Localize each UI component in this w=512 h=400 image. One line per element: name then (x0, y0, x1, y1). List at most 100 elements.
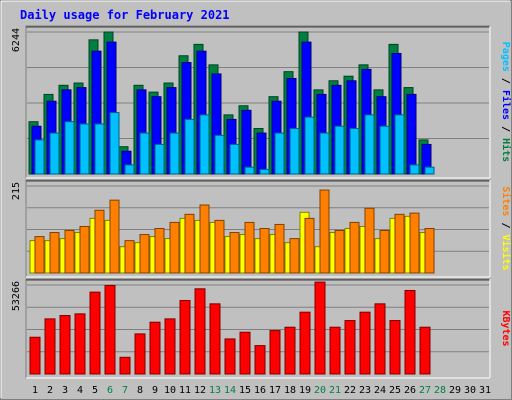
bar-sites-day-3 (64, 230, 75, 274)
bar-sites-day-9 (154, 227, 165, 274)
x-tick-label-day-1: 1 (32, 385, 38, 396)
x-tick-label-day-12: 12 (194, 385, 206, 396)
bar-sites-day-7 (124, 240, 135, 274)
bar-kbytes-day-8 (134, 333, 146, 375)
bar-pages-day-3 (64, 121, 75, 175)
bar-pages-day-19 (304, 116, 315, 175)
legend-entry-sites: Sites (500, 186, 512, 216)
x-tick-label-day-21: 21 (329, 385, 341, 396)
bar-sites-day-6 (109, 199, 120, 274)
bar-sites-day-2 (49, 232, 60, 274)
x-tick-label-day-7: 7 (122, 385, 128, 396)
bar-sites-day-26 (409, 212, 420, 274)
bar-kbytes-day-1 (29, 336, 41, 375)
x-tick-label-day-30: 30 (464, 385, 476, 396)
bar-pages-day-6 (109, 112, 120, 175)
x-tick-label-day-27: 27 (419, 385, 431, 396)
bar-sites-day-19 (304, 217, 315, 274)
bar-sites-day-24 (379, 230, 390, 274)
bar-sites-day-21 (334, 230, 345, 274)
bar-sites-day-17 (274, 223, 285, 274)
x-tick-label-day-11: 11 (179, 385, 191, 396)
bar-kbytes-day-16 (254, 345, 266, 375)
x-tick-label-day-23: 23 (359, 385, 371, 396)
x-tick-label-day-6: 6 (107, 385, 113, 396)
legend-entry-visits: Visits (500, 235, 512, 271)
bar-kbytes-day-7 (119, 356, 131, 375)
bar-sites-day-8 (139, 234, 150, 274)
x-tick-label-day-8: 8 (137, 385, 143, 396)
legend-entry-kbytes: KBytes (500, 310, 511, 346)
x-tick-label-day-2: 2 (47, 385, 53, 396)
y-max-label: 215 (11, 182, 22, 200)
bar-sites-day-27 (424, 227, 435, 274)
bar-kbytes-day-11 (179, 299, 191, 375)
bar-sites-day-11 (184, 213, 195, 274)
bar-kbytes-day-27 (419, 326, 431, 375)
panel-hits-files-pages: 6244 Pages / Files / Hits (11, 25, 512, 179)
x-tick-label-day-5: 5 (92, 385, 98, 396)
bar-kbytes-day-13 (209, 303, 221, 375)
bar-sites-day-14 (229, 232, 240, 274)
bar-sites-day-18 (289, 238, 300, 274)
x-tick-label-day-9: 9 (152, 385, 158, 396)
bar-files-day-16 (256, 132, 267, 175)
x-tick-label-day-16: 16 (254, 385, 266, 396)
bar-kbytes-day-24 (374, 303, 386, 375)
bar-pages-day-7 (124, 164, 135, 175)
x-tick-label-day-29: 29 (449, 385, 461, 396)
legend-entry-files: Files (500, 90, 512, 120)
x-tick-label-day-26: 26 (404, 385, 416, 396)
bar-kbytes-day-2 (44, 318, 56, 375)
bar-kbytes-day-14 (224, 338, 236, 375)
bar-pages-day-18 (289, 128, 300, 175)
bar-pages-day-10 (169, 132, 180, 175)
bar-kbytes-day-17 (269, 330, 281, 375)
x-tick-label-day-17: 17 (269, 385, 281, 396)
legend-entry-pages: Pages (500, 42, 511, 72)
bar-kbytes-day-4 (74, 313, 86, 375)
bar-sites-day-1 (34, 236, 45, 274)
bar-kbytes-day-26 (404, 289, 416, 375)
bar-kbytes-day-12 (194, 288, 206, 375)
x-tick-label-day-25: 25 (389, 385, 401, 396)
bar-pages-day-4 (79, 123, 90, 175)
bar-pages-day-24 (379, 125, 390, 175)
bar-kbytes-day-25 (389, 320, 401, 375)
bar-sites-day-13 (214, 219, 225, 274)
x-tick-label-day-10: 10 (164, 385, 176, 396)
bar-pages-day-2 (49, 132, 60, 175)
bar-sites-day-10 (169, 221, 180, 274)
legend-separator: / (500, 120, 511, 138)
bar-kbytes-day-5 (89, 291, 101, 375)
bar-kbytes-day-20 (314, 281, 326, 375)
bar-kbytes-day-6 (104, 284, 116, 375)
bar-kbytes-day-3 (59, 315, 71, 375)
x-tick-label-day-18: 18 (284, 385, 296, 396)
x-tick-label-day-14: 14 (224, 385, 236, 396)
bar-kbytes-day-15 (239, 331, 251, 375)
bar-kbytes-day-18 (284, 326, 296, 375)
bar-sites-day-4 (79, 225, 90, 274)
bar-pages-day-27 (424, 166, 435, 175)
legend-entry-hits: Hits (500, 138, 512, 162)
x-tick-label-day-13: 13 (209, 385, 221, 396)
bar-pages-day-13 (214, 134, 225, 175)
bar-pages-day-15 (244, 166, 255, 175)
x-tick-label-day-4: 4 (77, 385, 83, 396)
bar-sites-day-23 (364, 207, 375, 274)
bar-sites-day-20 (319, 189, 330, 274)
bar-sites-day-25 (394, 213, 405, 274)
bar-pages-day-20 (319, 132, 330, 175)
bar-pages-day-1 (34, 139, 45, 175)
bar-files-day-15 (241, 109, 252, 175)
bar-pages-day-5 (94, 123, 105, 175)
legend-separator: / (500, 72, 511, 90)
bar-pages-day-14 (229, 143, 240, 175)
bar-kbytes-day-23 (359, 311, 371, 375)
x-tick-label-day-3: 3 (62, 385, 68, 396)
bar-pages-day-12 (199, 114, 210, 175)
bar-kbytes-day-22 (344, 320, 356, 375)
bar-pages-day-22 (349, 128, 360, 175)
x-tick-label-day-15: 15 (239, 385, 251, 396)
